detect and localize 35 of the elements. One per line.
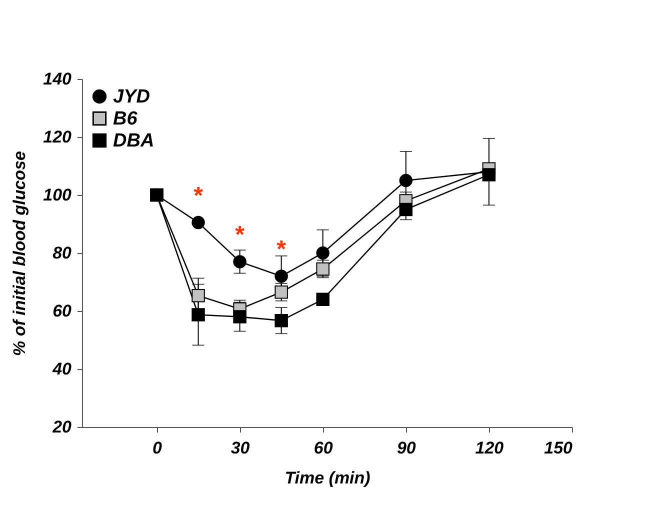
legend-label: B6 (113, 108, 138, 130)
y-tick-label: 140 (43, 70, 72, 88)
point (316, 262, 330, 276)
annotation: * (194, 182, 204, 210)
y-tick-label: 40 (52, 360, 72, 378)
legend-label: DBA (113, 130, 154, 152)
y-tick-label: 100 (43, 186, 72, 204)
point (316, 292, 330, 306)
point (233, 310, 246, 324)
point (316, 246, 330, 260)
point (399, 202, 413, 216)
point (233, 255, 246, 268)
x-tick-label: 120 (475, 438, 504, 458)
x-tick-label: 150 (544, 438, 574, 458)
y-tick-label: 120 (43, 128, 72, 146)
x-tick-label: 60 (314, 438, 334, 458)
point (274, 270, 288, 283)
annotation: * (276, 236, 287, 264)
x-axis-title: Time (min) (284, 468, 371, 488)
point (192, 308, 205, 322)
x-tick-label: 0 (152, 438, 163, 458)
point (192, 216, 205, 230)
point (399, 174, 413, 188)
point (482, 168, 496, 182)
y-axis-title: % of initial blood glucose (10, 151, 30, 356)
point (274, 314, 288, 328)
point (192, 289, 205, 302)
annotation: * (235, 222, 246, 249)
x-tick-label: 90 (396, 438, 416, 458)
legend-label: JYD (113, 86, 150, 108)
y-tick-label: 20 (52, 418, 72, 436)
y-tick-label: 60 (52, 302, 72, 320)
point (274, 286, 288, 299)
y-tick-label: 80 (52, 244, 72, 262)
x-tick-label: 30 (230, 438, 250, 458)
